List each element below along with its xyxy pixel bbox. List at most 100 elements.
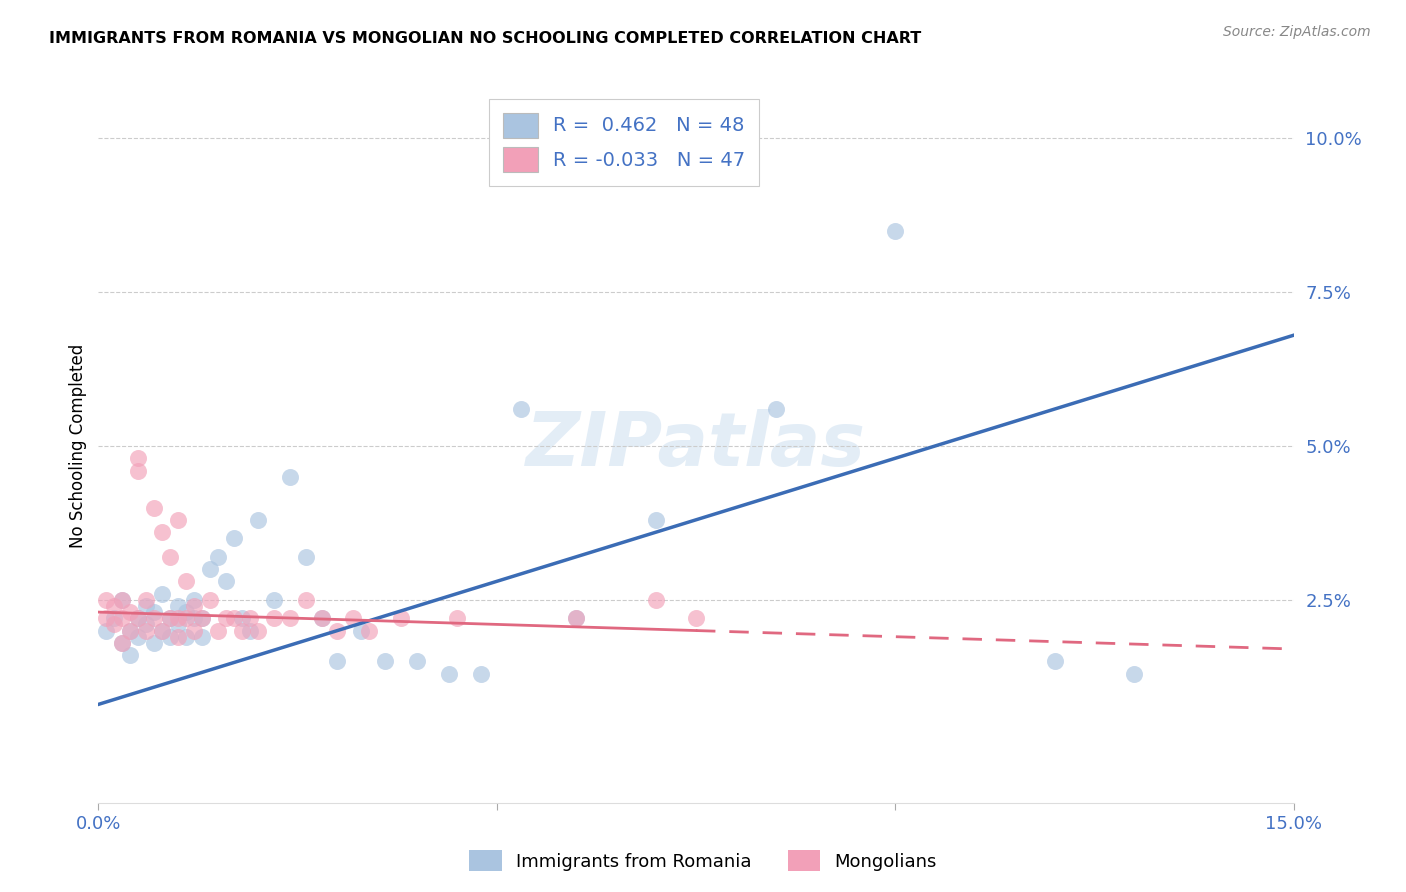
Point <box>278 611 301 625</box>
Point <box>111 592 134 607</box>
Point <box>127 451 149 466</box>
Point <box>103 611 125 625</box>
Point <box>1123 666 1146 681</box>
Point <box>159 611 181 625</box>
Point <box>191 611 214 625</box>
Y-axis label: No Schooling Completed: No Schooling Completed <box>69 344 87 548</box>
Point <box>174 574 197 589</box>
Point <box>565 611 588 625</box>
Point <box>159 630 181 644</box>
Point <box>406 654 429 668</box>
Point <box>143 611 166 625</box>
Point <box>127 630 149 644</box>
Point <box>1043 654 1066 668</box>
Point <box>222 531 245 545</box>
Point <box>645 513 668 527</box>
Point <box>191 611 214 625</box>
Point <box>326 624 349 638</box>
Point <box>135 592 157 607</box>
Point <box>311 611 333 625</box>
Point <box>359 624 381 638</box>
Point <box>174 630 197 644</box>
Point <box>215 574 238 589</box>
Point <box>183 592 205 607</box>
Point <box>174 611 197 625</box>
Point <box>111 592 134 607</box>
Point <box>645 592 668 607</box>
Point <box>111 636 134 650</box>
Point <box>167 513 190 527</box>
Point <box>159 611 181 625</box>
Point <box>565 611 588 625</box>
Point <box>437 666 460 681</box>
Point <box>294 549 316 564</box>
Point <box>167 599 190 613</box>
Point <box>685 611 707 625</box>
Point <box>183 624 205 638</box>
Point <box>135 599 157 613</box>
Point <box>389 611 412 625</box>
Point <box>342 611 364 625</box>
Point <box>263 611 285 625</box>
Point <box>246 513 269 527</box>
Point <box>143 636 166 650</box>
Point <box>174 605 197 619</box>
Point <box>111 636 134 650</box>
Point <box>470 666 492 681</box>
Point <box>103 599 125 613</box>
Point <box>191 630 214 644</box>
Point <box>135 617 157 632</box>
Point <box>150 624 173 638</box>
Text: Source: ZipAtlas.com: Source: ZipAtlas.com <box>1223 25 1371 39</box>
Point <box>143 605 166 619</box>
Legend: Immigrants from Romania, Mongolians: Immigrants from Romania, Mongolians <box>461 843 945 879</box>
Point <box>150 624 173 638</box>
Point <box>884 224 907 238</box>
Point <box>294 592 316 607</box>
Point <box>96 611 118 625</box>
Point <box>765 402 787 417</box>
Point <box>183 611 205 625</box>
Point <box>198 592 221 607</box>
Point <box>159 549 181 564</box>
Point <box>231 611 253 625</box>
Point <box>374 654 396 668</box>
Point <box>222 611 245 625</box>
Point <box>183 599 205 613</box>
Point <box>207 549 229 564</box>
Point <box>239 624 262 638</box>
Point <box>509 402 531 417</box>
Point <box>103 617 125 632</box>
Point <box>215 611 238 625</box>
Point <box>246 624 269 638</box>
Point <box>263 592 285 607</box>
Point <box>350 624 373 638</box>
Point <box>231 624 253 638</box>
Point <box>198 562 221 576</box>
Point <box>207 624 229 638</box>
Text: IMMIGRANTS FROM ROMANIA VS MONGOLIAN NO SCHOOLING COMPLETED CORRELATION CHART: IMMIGRANTS FROM ROMANIA VS MONGOLIAN NO … <box>49 31 921 46</box>
Point <box>167 630 190 644</box>
Point <box>143 500 166 515</box>
Point <box>120 624 142 638</box>
Point <box>127 464 149 478</box>
Point <box>96 624 118 638</box>
Point <box>120 648 142 662</box>
Point <box>167 611 190 625</box>
Point <box>96 592 118 607</box>
Point <box>111 611 134 625</box>
Point <box>278 469 301 483</box>
Point <box>120 605 142 619</box>
Legend: R =  0.462   N = 48, R = -0.033   N = 47: R = 0.462 N = 48, R = -0.033 N = 47 <box>489 99 759 186</box>
Point <box>239 611 262 625</box>
Point <box>127 611 149 625</box>
Point <box>120 624 142 638</box>
Point <box>326 654 349 668</box>
Point <box>311 611 333 625</box>
Point <box>446 611 468 625</box>
Point <box>167 617 190 632</box>
Point <box>127 611 149 625</box>
Point <box>150 525 173 540</box>
Text: ZIPatlas: ZIPatlas <box>526 409 866 483</box>
Point <box>135 624 157 638</box>
